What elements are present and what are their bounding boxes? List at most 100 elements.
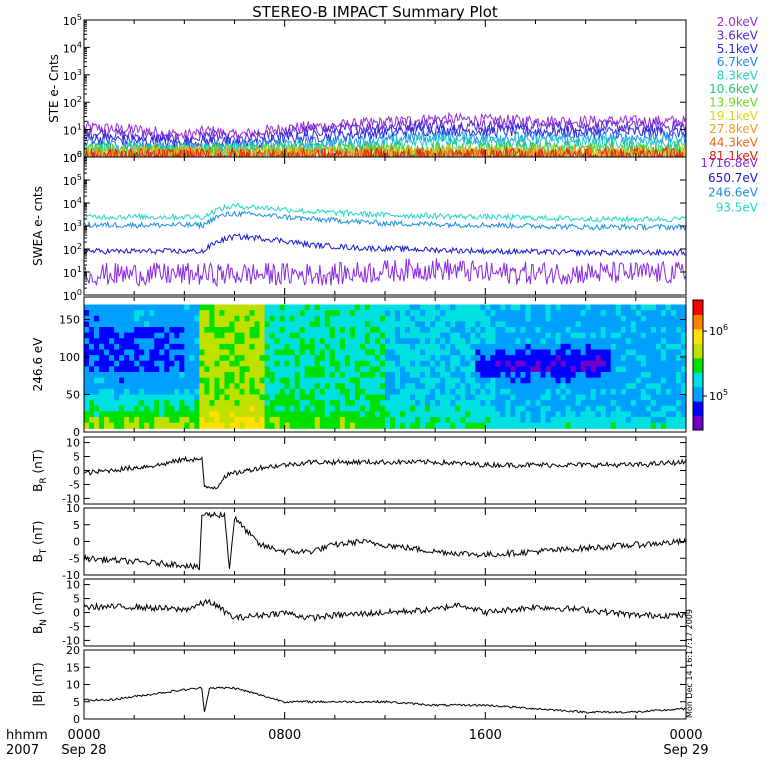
- heatmap-cell: [99, 366, 105, 373]
- series-swea: [84, 202, 686, 288]
- heatmap-cell: [104, 321, 110, 328]
- ytick-label-bn: 5: [73, 593, 80, 606]
- heatmap-cell: [495, 400, 501, 407]
- heatmap-cell: [475, 304, 481, 311]
- heatmap-cell: [630, 332, 637, 339]
- heatmap-cell: [279, 388, 286, 396]
- heatmap-cell: [590, 366, 597, 373]
- heatmap-cell: [379, 394, 386, 401]
- heatmap-cell: [364, 332, 371, 339]
- heatmap-cell: [615, 315, 622, 322]
- heatmap-cell: [400, 310, 406, 317]
- heatmap-cell: [580, 332, 587, 339]
- legend-ste-item: 5.1keV: [717, 42, 759, 56]
- heatmap-cell: [229, 338, 236, 345]
- heatmap-cell: [159, 355, 165, 362]
- heatmap-cell: [630, 422, 637, 429]
- heatmap-cell: [94, 332, 100, 339]
- heatmap-cell: [625, 383, 632, 390]
- heatmap-cell: [605, 332, 612, 339]
- heatmap-cell: [410, 349, 416, 356]
- heatmap-cell: [675, 383, 682, 390]
- heatmap-cell: [379, 411, 386, 418]
- heatmap-cell: [339, 417, 346, 424]
- heatmap-cell: [204, 383, 211, 390]
- heatmap-cell: [525, 422, 532, 429]
- heatmap-cell: [460, 321, 466, 328]
- heatmap-cell: [239, 349, 246, 356]
- heatmap-cell: [405, 343, 411, 351]
- heatmap-cell: [144, 400, 150, 407]
- heatmap-cell: [540, 394, 547, 401]
- heatmap-cell: [119, 422, 125, 429]
- heatmap-cell: [144, 394, 150, 401]
- heatmap-cell: [640, 310, 647, 317]
- heatmap-cell: [540, 388, 547, 396]
- heatmap-cell: [354, 355, 361, 362]
- heatmap-cell: [560, 310, 567, 317]
- heatmap-cell: [500, 388, 506, 396]
- heatmap-cell: [520, 422, 527, 429]
- heatmap-cell: [665, 383, 672, 390]
- heatmap-cell: [264, 422, 271, 429]
- heatmap-cell: [430, 338, 436, 345]
- heatmap-cell: [319, 394, 326, 401]
- heatmap-cell: [164, 383, 170, 390]
- heatmap-cell: [339, 388, 346, 396]
- heatmap-cell: [169, 394, 175, 401]
- heatmap-cell: [665, 332, 672, 339]
- heatmap-cell: [575, 360, 582, 367]
- heatmap-cell: [209, 411, 216, 418]
- heatmap-cell: [214, 321, 221, 328]
- heatmap-cell: [435, 338, 441, 345]
- heatmap-cell: [650, 394, 657, 401]
- heatmap-cell: [605, 321, 612, 328]
- heatmap-cell: [94, 310, 100, 317]
- heatmap-cell: [119, 417, 125, 424]
- heatmap-cell: [89, 338, 95, 345]
- heatmap-cell: [249, 304, 256, 311]
- heatmap-cell: [104, 383, 110, 390]
- heatmap-cell: [149, 360, 155, 367]
- heatmap-cell: [329, 377, 336, 384]
- heatmap-cell: [390, 310, 396, 317]
- heatmap-cell: [555, 315, 562, 322]
- heatmap-cell: [410, 411, 416, 418]
- heatmap-cell: [530, 422, 537, 429]
- heatmap-cell: [480, 405, 486, 412]
- heatmap-cell: [354, 372, 361, 379]
- heatmap-cell: [560, 372, 567, 379]
- heatmap-cell: [89, 422, 95, 429]
- heatmap-cell: [254, 327, 261, 334]
- heatmap-cell: [410, 338, 416, 345]
- heatmap-cell: [169, 315, 175, 322]
- heatmap-cell: [164, 366, 170, 373]
- heatmap-cell: [309, 366, 316, 373]
- heatmap-cell: [334, 388, 341, 396]
- heatmap-cell: [199, 349, 205, 356]
- heatmap-cell: [209, 315, 216, 322]
- heatmap-cell: [610, 315, 617, 322]
- heatmap-cell: [344, 343, 351, 351]
- heatmap-cell: [279, 377, 286, 384]
- heatmap-cell: [650, 388, 657, 396]
- heatmap-cell: [470, 383, 476, 390]
- heatmap-cell: [620, 383, 627, 390]
- heatmap-cell: [294, 388, 301, 396]
- heatmap-cell: [324, 411, 331, 418]
- heatmap-cell: [344, 332, 351, 339]
- heatmap-cell: [665, 372, 672, 379]
- legend-ste-item: 2.0keV: [717, 15, 759, 29]
- ylabel-bt: BT (nT): [31, 521, 49, 563]
- heatmap-cell: [364, 405, 371, 412]
- heatmap-cell: [259, 343, 266, 351]
- heatmap-cell: [149, 315, 155, 322]
- heatmap-cell: [610, 310, 617, 317]
- heatmap-cell: [480, 394, 486, 401]
- legend-ste-item: 19.1keV: [709, 109, 759, 123]
- heatmap-cell: [655, 377, 662, 384]
- heatmap-cell: [640, 388, 647, 396]
- heatmap-cell: [84, 394, 90, 401]
- heatmap-cell: [605, 388, 612, 396]
- heatmap-cell: [415, 405, 421, 412]
